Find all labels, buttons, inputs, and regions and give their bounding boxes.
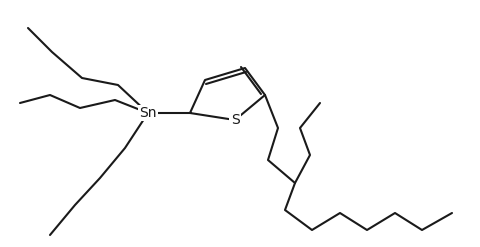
Text: S: S	[230, 113, 240, 127]
Text: Sn: Sn	[139, 106, 157, 120]
